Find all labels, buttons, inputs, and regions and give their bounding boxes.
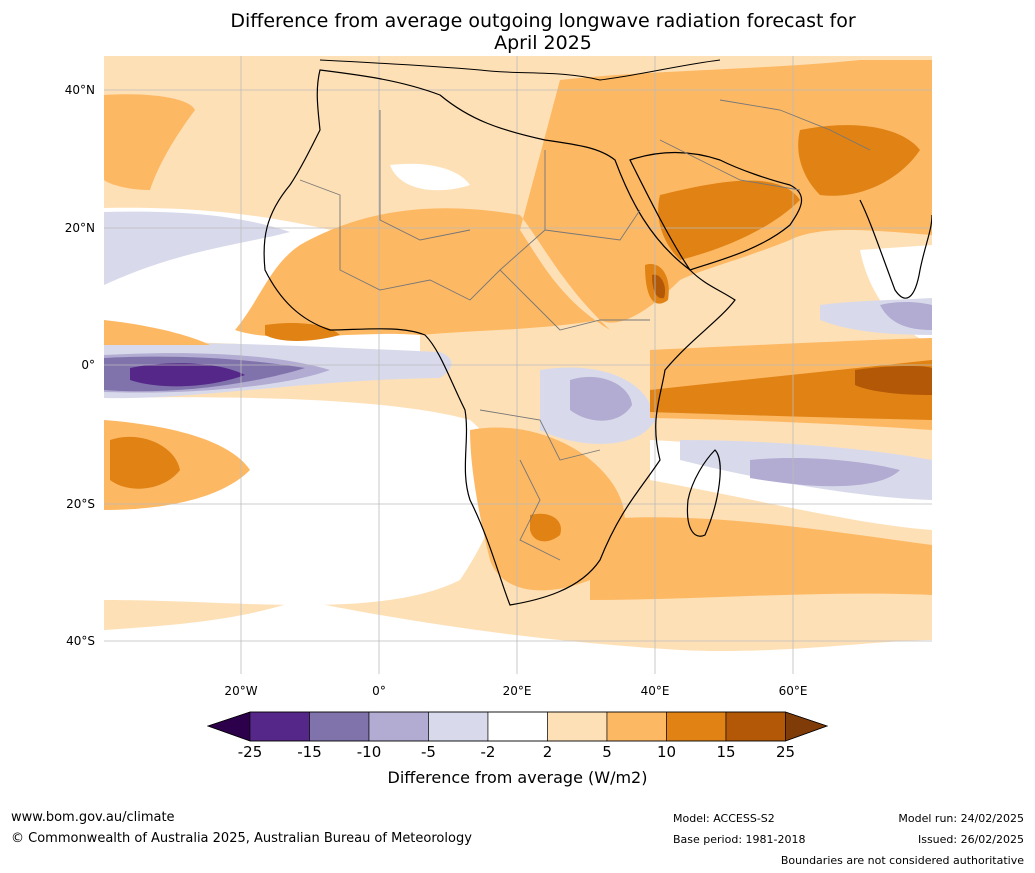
colorbar-label: -10	[356, 743, 382, 761]
anomaly-neutral-sahara	[390, 163, 470, 191]
colorbar-label: 2	[542, 743, 553, 761]
chart-title: Difference from average outgoing longwav…	[100, 10, 986, 54]
anomaly-positive-south-indian-ocean	[590, 517, 932, 600]
colorbar-bin-5-10	[606, 711, 667, 742]
anomaly-positive-indian-ocean-peak	[855, 365, 932, 395]
lon-tick-40e: 40°E	[640, 684, 670, 698]
madagascar-coastline	[686, 449, 721, 537]
country-borders	[299, 99, 871, 561]
lon-tick-60e: 60°E	[778, 684, 808, 698]
colorbar-bin-2-5	[547, 711, 608, 742]
colorbar-label: -2	[480, 743, 496, 761]
title-line-2: April 2025	[494, 32, 592, 54]
anomaly-positive-tropical-atlantic-west	[104, 320, 210, 345]
footer-url: www.bom.gov.au/climate	[11, 810, 175, 825]
anomaly-negative-lake-region	[570, 376, 632, 421]
colorbar-bin-10-15	[666, 711, 727, 742]
anomaly-positive-southern-africa	[470, 427, 625, 591]
colorbar-extend-high	[785, 711, 828, 742]
lat-tick-0: 0°	[81, 358, 95, 372]
lat-tick-40s: 40°S	[66, 634, 95, 648]
colorbar-bin-neg10-neg5	[368, 711, 429, 742]
footer-model-run: Model run: 24/02/2025	[898, 812, 1024, 825]
lat-tick-40n: 40°N	[64, 83, 95, 97]
lon-tick-20e: 20°E	[502, 684, 532, 698]
footer-disclaimer: Boundaries are not considered authoritat…	[780, 854, 1024, 867]
colorbar-label: -15	[297, 743, 322, 761]
anomaly-neutral-southern-ocean	[104, 600, 932, 674]
anomaly-positive-zimbabwe	[530, 513, 561, 542]
colorbar-label: -5	[421, 743, 436, 761]
lon-tick-0: 0°	[372, 684, 386, 698]
colorbar-label: 5	[602, 743, 612, 761]
map-area	[104, 56, 932, 674]
colorbar-bin-neg25-neg15	[249, 711, 310, 742]
anomaly-negative-madagascar-east	[750, 458, 900, 487]
anomaly-positive-west-africa-coast	[265, 323, 340, 341]
anomaly-negative-gulf-of-guinea-core	[130, 363, 245, 387]
africa-coastline	[263, 69, 736, 606]
colorbar-extend-low	[207, 711, 251, 742]
lat-tick-20n: 20°N	[64, 221, 95, 235]
arabia-coastline	[629, 151, 803, 271]
europe-coastline	[319, 59, 721, 81]
anomaly-positive-south-atlantic-core	[110, 436, 180, 489]
anomaly-positive-sahel-arabia	[235, 60, 932, 337]
colorbar-label: -25	[237, 743, 263, 761]
colorbar-bin-neg2-2	[487, 711, 548, 742]
graticule	[104, 56, 932, 674]
colorbar-label: 25	[775, 743, 796, 761]
footer-copyright: © Commonwealth of Australia 2025, Austra…	[11, 831, 472, 846]
anomaly-positive-north-atlantic	[104, 94, 195, 190]
anomaly-positive-arabia-core	[658, 180, 800, 260]
footer-issued: Issued: 26/02/2025	[917, 833, 1024, 846]
title-line-1: Difference from average outgoing longwav…	[230, 10, 856, 32]
colorbar-label: 10	[656, 743, 677, 761]
colorbar-bin-15-25	[725, 711, 786, 742]
colorbar-title: Difference from average (W/m2)	[387, 768, 648, 787]
anomaly-negative-atlantic-north	[104, 211, 290, 285]
footer-base-period: Base period: 1981-2018	[673, 833, 806, 846]
india-coastline	[859, 199, 932, 299]
colorbar-bin-neg5-neg2	[428, 711, 489, 742]
colorbar-outline	[206, 711, 829, 742]
footer-model: Model: ACCESS-S2	[673, 812, 775, 825]
anomaly-positive-iran-pakistan	[798, 125, 920, 196]
colorbar-bin-neg15-neg10	[309, 711, 370, 742]
colorbar-label: 15	[716, 743, 736, 761]
colorbar	[206, 711, 829, 742]
lat-tick-20s: 20°S	[66, 497, 95, 511]
anomaly-negative-india-south	[880, 301, 932, 330]
lon-tick-20w: 20°W	[224, 684, 258, 698]
